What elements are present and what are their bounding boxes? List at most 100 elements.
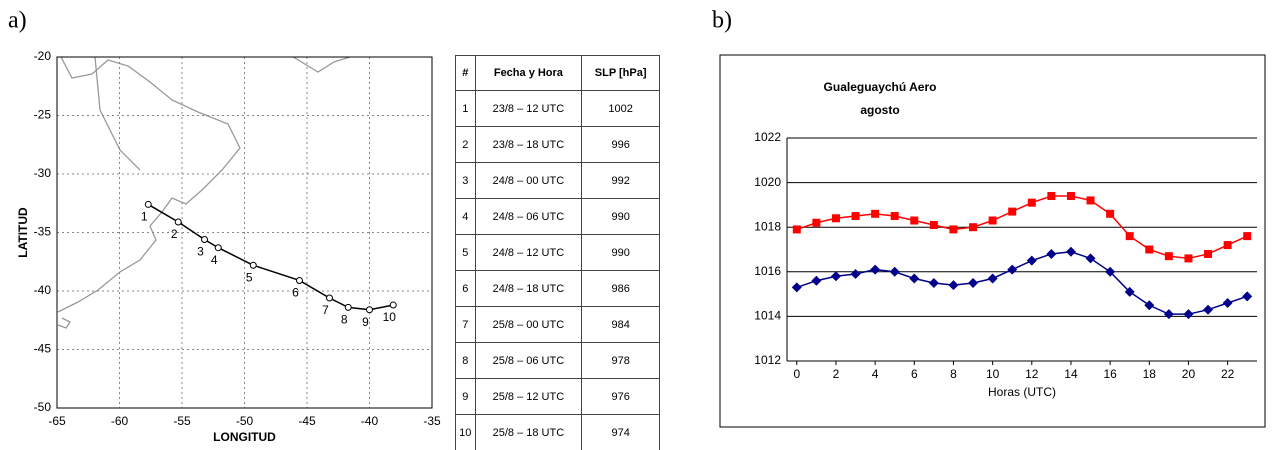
table-cell: 6	[455, 270, 476, 307]
table-row: 10 25/8 – 18 UTC 974	[455, 414, 660, 450]
point	[870, 264, 881, 275]
y-tick-label: 1020	[754, 175, 781, 189]
point	[1086, 196, 1095, 205]
point	[1242, 291, 1253, 302]
point-label: 8	[341, 313, 348, 327]
table-row: 7 25/8 – 00 UTC 984	[455, 306, 660, 343]
point	[366, 306, 373, 314]
table-cell: 990	[581, 198, 660, 235]
x-tick-label: 6	[911, 367, 918, 381]
point	[1047, 191, 1056, 200]
point	[1184, 254, 1193, 263]
coastline	[57, 57, 351, 329]
y-tick-label: 1018	[754, 219, 781, 233]
x-tick-label: 18	[1143, 367, 1157, 381]
table-header-row: # Fecha y Hora SLP [hPa]	[455, 55, 660, 91]
x-tick-label: 20	[1182, 367, 1196, 381]
track-table: # Fecha y Hora SLP [hPa] 1 23/8 – 12 UTC 1002…	[455, 55, 660, 450]
x-tick-label: 22	[1221, 367, 1235, 381]
point	[890, 212, 899, 221]
point	[1007, 264, 1018, 275]
table-cell: 25/8 – 00 UTC	[474, 306, 583, 343]
point-label: 6	[292, 286, 299, 300]
point	[871, 209, 880, 218]
table-cell: 7	[455, 306, 476, 343]
table-cell: 1	[455, 90, 476, 127]
point	[201, 236, 208, 244]
x-tick-label: -55	[173, 414, 191, 428]
table-cell: 10	[455, 414, 476, 450]
table-cell: 25/8 – 12 UTC	[474, 378, 583, 415]
plot-frame	[56, 56, 433, 409]
point-label: 7	[322, 303, 329, 317]
point	[910, 216, 919, 225]
y-tick-label: -35	[34, 225, 52, 239]
table-cell: 24/8 – 06 UTC	[474, 198, 583, 235]
series-line	[147, 203, 394, 311]
x-axis-label: Horas (UTC)	[988, 385, 1056, 399]
panel-label: b)	[712, 8, 732, 34]
table-cell: 25/8 – 06 UTC	[474, 342, 583, 379]
table-cell: 24/8 – 18 UTC	[474, 270, 583, 307]
table-cell: 996	[581, 126, 660, 163]
table-cell: 25/8 – 18 UTC	[474, 414, 583, 450]
table-row: 8 25/8 – 06 UTC 978	[455, 342, 660, 379]
table-cell: 990	[581, 234, 660, 271]
x-tick-label: -65	[48, 414, 66, 428]
y-tick-label: -25	[34, 108, 52, 122]
header-cell: Fecha y Hora	[474, 55, 583, 91]
point	[1183, 309, 1194, 320]
point	[1105, 266, 1116, 277]
point-label: 10	[383, 310, 397, 324]
table-row: 6 24/8 – 18 UTC 986	[455, 270, 660, 307]
point	[929, 220, 938, 229]
point	[969, 223, 978, 232]
point	[1145, 245, 1154, 254]
table-row: 1 23/8 – 12 UTC 1002	[455, 90, 660, 127]
point	[326, 294, 333, 302]
x-tick-label: 4	[872, 367, 879, 381]
point	[1106, 209, 1115, 218]
table-cell: 978	[581, 342, 660, 379]
table-cell: 9	[455, 378, 476, 415]
point	[812, 218, 821, 227]
y-tick-label: 1012	[754, 353, 781, 367]
point	[1026, 255, 1037, 266]
table-cell: 992	[581, 162, 660, 199]
point	[850, 269, 861, 280]
chart-title: Gualeguaychú Aero	[824, 80, 937, 94]
x-tick-label: -45	[298, 414, 316, 428]
point-label: 1	[141, 210, 148, 224]
table-row: 5 24/8 – 12 UTC 990	[455, 234, 660, 271]
point	[389, 301, 397, 309]
point	[909, 273, 920, 284]
point-label: 9	[362, 315, 369, 329]
point	[831, 214, 840, 223]
table-cell: 8	[455, 342, 476, 379]
table-row: 3 24/8 – 00 UTC 992	[455, 162, 660, 199]
panel-label: a)	[8, 8, 27, 34]
y-tick-label: -50	[34, 400, 52, 414]
point-label: 3	[197, 245, 204, 259]
point	[948, 280, 959, 291]
point	[1046, 248, 1057, 259]
x-tick-label: 10	[986, 367, 1000, 381]
header-cell: SLP [hPa]	[581, 55, 660, 91]
x-axis-label: LONGITUD	[213, 430, 276, 444]
point	[1065, 246, 1076, 257]
x-tick-label: 2	[833, 367, 840, 381]
point	[1223, 241, 1232, 250]
point	[249, 261, 257, 269]
point-label: 5	[246, 270, 253, 284]
point	[811, 275, 822, 286]
point	[1027, 198, 1036, 207]
table-cell: 1002	[581, 90, 660, 127]
x-tick-label: -50	[236, 414, 254, 428]
header-cell: #	[455, 55, 476, 91]
table-cell: 974	[581, 414, 660, 450]
point	[791, 282, 802, 293]
y-axis-label: LATITUD	[16, 207, 30, 258]
point	[344, 303, 352, 311]
